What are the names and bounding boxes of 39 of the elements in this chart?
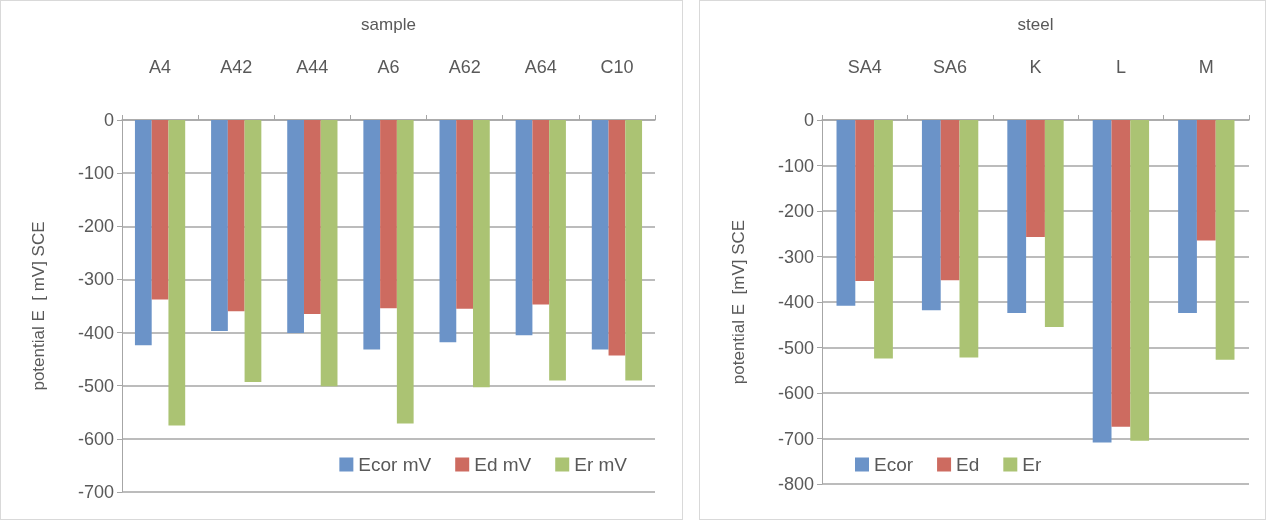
x-tick-label: A64 bbox=[524, 57, 557, 77]
legend-label: Er mV bbox=[574, 454, 628, 475]
y-tick-label: -400 bbox=[77, 322, 114, 343]
x-tick-label: M bbox=[1198, 57, 1214, 77]
y-tick-label: -200 bbox=[777, 201, 814, 221]
y-tick-label: -700 bbox=[777, 428, 814, 449]
x-tick-label: A42 bbox=[220, 57, 253, 77]
y-tick-label: -700 bbox=[77, 482, 114, 502]
x-tick-label: A4 bbox=[149, 57, 172, 77]
y-tick-label: -600 bbox=[777, 383, 814, 403]
x-tick-label: L bbox=[1115, 57, 1126, 77]
y-axis-title: potential E [mV] SCE bbox=[729, 219, 748, 385]
legend-label: Ed bbox=[956, 454, 980, 475]
y-tick-label: -300 bbox=[777, 246, 814, 267]
x-tick-label: SA6 bbox=[933, 57, 968, 77]
y-tick-label: -400 bbox=[777, 292, 814, 312]
x-tick-label: A44 bbox=[296, 57, 329, 77]
y-tick-label: -800 bbox=[777, 474, 814, 494]
x-tick-label: SA4 bbox=[847, 57, 882, 77]
legend-label: Ecor mV bbox=[358, 454, 432, 475]
y-tick-label: -200 bbox=[77, 216, 114, 237]
x-tick-label: K bbox=[1029, 57, 1042, 77]
x-tick-label: A6 bbox=[377, 57, 400, 77]
y-axis-title: potential E [ mV] SCE bbox=[29, 221, 48, 391]
y-tick-label: 0 bbox=[103, 110, 114, 130]
x-tick-label: A62 bbox=[448, 57, 481, 77]
y-tick-label: 0 bbox=[803, 110, 814, 130]
x-axis-title: steel bbox=[1017, 15, 1054, 34]
y-tick-label: -500 bbox=[777, 337, 814, 358]
y-tick-label: -100 bbox=[77, 163, 114, 184]
y-tick-label: -600 bbox=[77, 428, 114, 449]
y-tick-label: -500 bbox=[77, 375, 114, 396]
legend-label: Ecor bbox=[874, 454, 914, 475]
legend-label: Ed mV bbox=[474, 454, 532, 475]
x-axis-title: sample bbox=[361, 15, 416, 34]
legend-label: Er bbox=[1022, 454, 1042, 475]
y-tick-label: -300 bbox=[77, 269, 114, 290]
x-tick-label: C10 bbox=[600, 57, 634, 77]
y-tick-label: -100 bbox=[777, 155, 814, 176]
